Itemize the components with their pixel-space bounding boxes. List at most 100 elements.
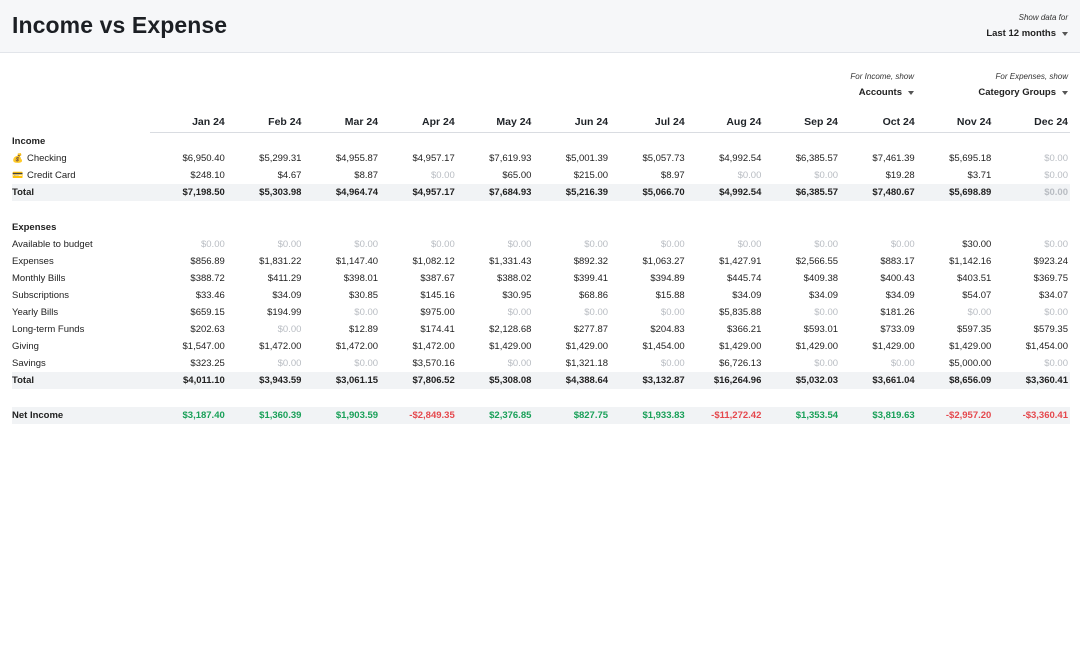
value-cell[interactable]: $923.24 [1033,255,1068,267]
value-cell[interactable]: $145.16 [420,289,455,301]
value-cell[interactable]: $0.00 [507,358,532,370]
value-cell[interactable]: $7,619.93 [489,153,532,165]
value-cell[interactable]: $388.02 [497,272,532,284]
value-cell[interactable]: $0.00 [277,324,302,336]
value-cell[interactable]: $5,835.88 [719,306,762,318]
value-cell[interactable]: $277.87 [573,324,609,336]
value-cell[interactable]: $2,128.68 [489,324,532,336]
value-cell[interactable]: $1,429.00 [489,341,532,353]
value-cell[interactable]: $30.95 [502,289,532,301]
value-cell[interactable]: $399.41 [573,272,609,284]
value-cell[interactable]: $181.26 [880,306,915,318]
value-cell[interactable]: $1,321.18 [565,358,609,370]
expense-row[interactable]: Long-term Funds $202.63 $0.00 $12.89 $174.41… [12,321,1070,338]
value-cell[interactable]: $659.15 [190,306,225,318]
value-cell[interactable]: $388.72 [190,272,225,284]
value-cell[interactable]: $0.00 [507,238,532,250]
expense-row[interactable]: Monthly Bills $388.72 $411.29 $398.01 $387.6… [12,270,1070,287]
value-cell[interactable]: $3.71 [967,170,992,182]
value-cell[interactable]: $1,429.00 [872,341,915,353]
value-cell[interactable]: $1,331.43 [489,255,532,267]
value-cell[interactable]: $0.00 [660,238,685,250]
value-cell[interactable]: $4,992.54 [719,153,762,165]
value-cell[interactable]: $0.00 [1044,306,1068,318]
value-cell[interactable]: $0.00 [660,306,685,318]
value-cell[interactable]: $403.51 [956,272,992,284]
value-cell[interactable]: $0.00 [737,170,762,182]
value-cell[interactable]: $4.67 [277,170,302,182]
expense-row[interactable]: Available to budget $0.00 $0.00 $0.00 $0.00 $… [12,236,1070,253]
value-cell[interactable]: $1,142.16 [949,255,992,267]
value-cell[interactable]: $65.00 [502,170,532,182]
value-cell[interactable]: $387.67 [420,272,455,284]
value-cell[interactable]: $5,057.73 [642,153,685,165]
value-cell[interactable]: $883.17 [880,255,915,267]
value-cell[interactable]: $0.00 [277,238,302,250]
value-cell[interactable]: $204.83 [650,324,685,336]
value-cell[interactable]: $0.00 [200,238,225,250]
value-cell[interactable]: $0.00 [1044,238,1068,250]
date-range-picker[interactable]: Show data for Last 12 months [986,13,1068,41]
value-cell[interactable]: $0.00 [584,306,609,318]
value-cell[interactable]: $1,547.00 [182,341,225,353]
value-cell[interactable]: $593.01 [803,324,839,336]
value-cell[interactable]: $445.74 [727,272,762,284]
value-cell[interactable]: $1,472.00 [335,341,379,353]
value-cell[interactable]: $15.88 [655,289,685,301]
expense-row[interactable]: Savings $323.25 $0.00 $0.00 $3,570.16 $0.00 $1… [12,355,1070,372]
value-cell[interactable]: $400.43 [880,272,915,284]
value-cell[interactable]: $8.97 [660,170,685,182]
expense-row[interactable]: Expenses $856.89 $1,831.22 $1,147.40 $1,082.… [12,253,1070,270]
value-cell[interactable]: $0.00 [814,358,839,370]
value-cell[interactable]: $202.63 [190,324,225,336]
value-cell[interactable]: $1,063.27 [642,255,685,267]
value-cell[interactable]: $0.00 [814,170,839,182]
value-cell[interactable]: $12.89 [349,324,379,336]
income-grouping-picker[interactable]: For Income, show Accounts [850,72,914,100]
value-cell[interactable]: $30.00 [962,238,992,250]
value-cell[interactable]: $1,082.12 [412,255,455,267]
value-cell[interactable]: $398.01 [343,272,379,284]
value-cell[interactable]: $411.29 [267,272,302,284]
value-cell[interactable]: $0.00 [814,306,839,318]
value-cell[interactable]: $54.07 [962,289,992,301]
value-cell[interactable]: $0.00 [660,358,685,370]
value-cell[interactable]: $0.00 [737,238,762,250]
value-cell[interactable]: $0.00 [1044,153,1068,165]
value-cell[interactable]: $1,427.91 [719,255,762,267]
value-cell[interactable]: $892.32 [573,255,609,267]
value-cell[interactable]: $0.00 [507,306,532,318]
value-cell[interactable]: $579.35 [1033,324,1068,336]
value-cell[interactable]: $194.99 [267,306,302,318]
value-cell[interactable]: $0.00 [354,238,379,250]
value-cell[interactable]: $1,831.22 [259,255,302,267]
value-cell[interactable]: $19.28 [885,170,915,182]
value-cell[interactable]: $5,000.00 [949,358,992,370]
value-cell[interactable]: $34.07 [1038,289,1068,301]
value-cell[interactable]: $366.21 [727,324,762,336]
value-cell[interactable]: $5,695.18 [949,153,992,165]
value-cell[interactable]: $323.25 [190,358,225,370]
value-cell[interactable]: $5,299.31 [259,153,302,165]
value-cell[interactable]: $7,461.39 [872,153,915,165]
expense-row[interactable]: Subscriptions $33.46 $34.09 $30.85 $145.16 $3… [12,287,1070,304]
value-cell[interactable]: $0.00 [430,170,455,182]
value-cell[interactable]: $1,429.00 [949,341,992,353]
value-cell[interactable]: $5,001.39 [565,153,609,165]
value-cell[interactable]: $0.00 [814,238,839,250]
value-cell[interactable]: $1,429.00 [565,341,609,353]
value-cell[interactable]: $1,454.00 [642,341,685,353]
value-cell[interactable]: $248.10 [190,170,225,182]
value-cell[interactable]: $597.35 [956,324,992,336]
value-cell[interactable]: $34.09 [272,289,302,301]
value-cell[interactable]: $215.00 [573,170,609,182]
income-grouping-dropdown[interactable]: Accounts [859,87,914,99]
value-cell[interactable]: $1,472.00 [412,341,455,353]
value-cell[interactable]: $733.09 [880,324,915,336]
value-cell[interactable]: $0.00 [354,306,379,318]
expense-row[interactable]: Yearly Bills $659.15 $194.99 $0.00 $975.00 $0… [12,304,1070,321]
value-cell[interactable]: $0.00 [890,358,915,370]
income-row[interactable]: 💳 Credit Card $248.10 $4.67 $8.87 $0.00 $65.00… [12,167,1070,184]
value-cell[interactable]: $174.41 [420,324,455,336]
expense-row[interactable]: Giving $1,547.00 $1,472.00 $1,472.00 $1,472.… [12,338,1070,355]
